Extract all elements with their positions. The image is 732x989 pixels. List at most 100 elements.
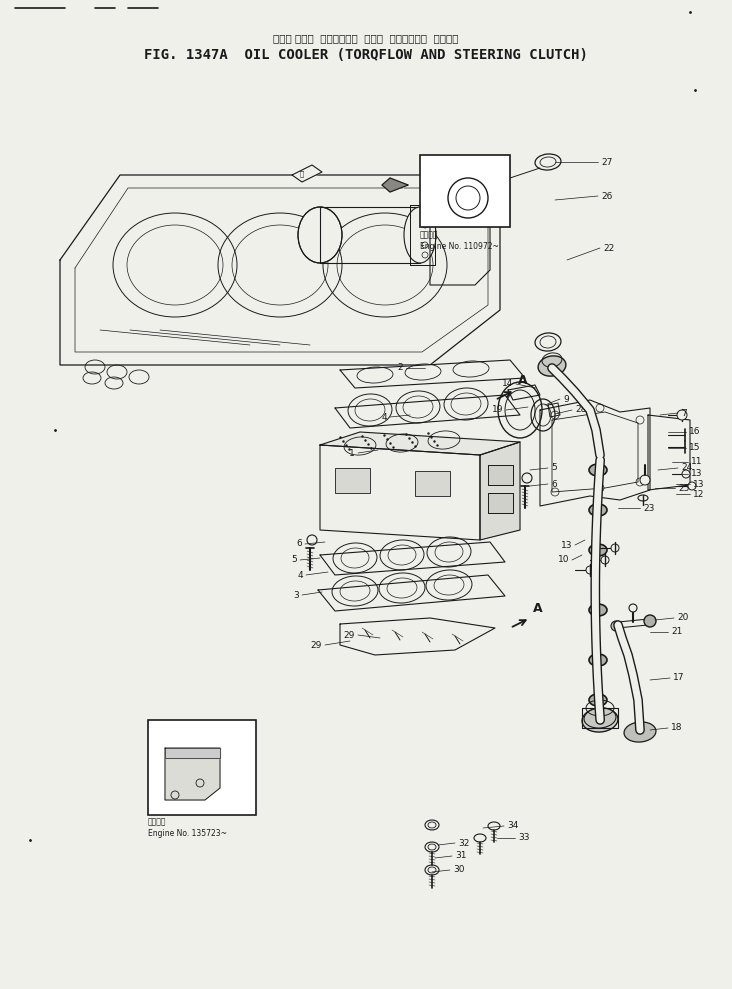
Bar — [488, 493, 513, 513]
Text: 30: 30 — [453, 865, 465, 874]
Polygon shape — [292, 165, 322, 182]
Polygon shape — [340, 360, 525, 388]
Text: 1: 1 — [349, 448, 355, 458]
Ellipse shape — [582, 708, 618, 732]
Text: 27: 27 — [428, 163, 441, 173]
Text: 34: 34 — [507, 822, 518, 831]
Text: 24: 24 — [681, 464, 692, 473]
Polygon shape — [508, 385, 540, 400]
Text: 2: 2 — [397, 364, 403, 373]
Text: 27: 27 — [601, 157, 613, 166]
Text: 13: 13 — [693, 480, 704, 489]
Circle shape — [586, 566, 594, 574]
Ellipse shape — [624, 722, 656, 742]
Text: 5: 5 — [291, 556, 297, 565]
Text: 22: 22 — [603, 243, 614, 252]
Polygon shape — [382, 178, 408, 192]
Text: 26: 26 — [601, 192, 613, 201]
Text: 23: 23 — [643, 503, 654, 512]
Polygon shape — [410, 205, 435, 265]
Text: 29: 29 — [158, 727, 171, 737]
Text: 6: 6 — [296, 540, 302, 549]
Ellipse shape — [488, 822, 500, 830]
Polygon shape — [430, 200, 490, 285]
Polygon shape — [320, 542, 505, 575]
Circle shape — [601, 556, 609, 564]
Ellipse shape — [638, 495, 648, 501]
Text: 5: 5 — [551, 464, 557, 473]
Polygon shape — [320, 445, 480, 540]
Polygon shape — [165, 748, 220, 758]
Text: 29: 29 — [343, 631, 355, 640]
Polygon shape — [480, 442, 520, 540]
Circle shape — [629, 604, 637, 612]
Polygon shape — [582, 708, 618, 728]
Text: 16: 16 — [689, 427, 701, 436]
Text: 14: 14 — [501, 380, 513, 389]
Ellipse shape — [589, 654, 607, 666]
Text: 11: 11 — [691, 458, 703, 467]
Ellipse shape — [538, 356, 566, 376]
Text: A: A — [533, 602, 542, 615]
Text: 適用年式: 適用年式 — [148, 818, 166, 827]
Ellipse shape — [474, 834, 486, 842]
Bar — [420, 155, 510, 227]
Ellipse shape — [589, 464, 607, 476]
Ellipse shape — [404, 207, 436, 263]
Circle shape — [640, 475, 650, 485]
Text: 15: 15 — [689, 443, 701, 453]
Text: FIG. 1347A  OIL COOLER (TORQFLOW AND STEERING CLUTCH): FIG. 1347A OIL COOLER (TORQFLOW AND STEE… — [144, 48, 588, 62]
Polygon shape — [648, 415, 690, 490]
Text: 13: 13 — [691, 470, 703, 479]
Bar — [148, 720, 256, 815]
Polygon shape — [548, 403, 560, 417]
Polygon shape — [60, 175, 500, 365]
Text: 12: 12 — [693, 490, 704, 498]
Polygon shape — [540, 400, 650, 506]
Text: 33: 33 — [518, 834, 529, 843]
Text: 32: 32 — [458, 839, 469, 848]
Circle shape — [682, 470, 690, 478]
Ellipse shape — [298, 207, 342, 263]
Polygon shape — [165, 748, 220, 800]
Ellipse shape — [589, 694, 607, 706]
Text: 28: 28 — [575, 405, 586, 414]
Ellipse shape — [589, 604, 607, 616]
Ellipse shape — [589, 504, 607, 516]
Text: 19: 19 — [491, 405, 503, 414]
Text: 9: 9 — [563, 395, 569, 404]
Ellipse shape — [589, 544, 607, 556]
Text: 31: 31 — [455, 852, 466, 860]
Text: 29: 29 — [310, 641, 322, 650]
Bar — [335, 468, 370, 493]
Text: 18: 18 — [671, 724, 682, 733]
Text: Engine No. 110972~: Engine No. 110972~ — [420, 241, 499, 250]
Circle shape — [611, 544, 619, 552]
Text: 21: 21 — [671, 627, 682, 637]
Text: Engine No. 135723~: Engine No. 135723~ — [148, 829, 227, 838]
Text: 7: 7 — [681, 408, 687, 417]
Text: 4: 4 — [297, 571, 303, 580]
Circle shape — [611, 621, 621, 631]
Text: 20: 20 — [677, 613, 688, 622]
Text: 適用年式: 適用年式 — [420, 230, 438, 239]
Text: オイル クーラ  トルクフロー  および  ステアリング  クラッチ: オイル クーラ トルクフロー および ステアリング クラッチ — [273, 33, 459, 43]
Polygon shape — [320, 432, 520, 455]
Circle shape — [522, 473, 532, 483]
Polygon shape — [335, 395, 520, 428]
Text: 4: 4 — [381, 412, 387, 421]
Circle shape — [688, 482, 696, 490]
Bar — [488, 465, 513, 485]
Ellipse shape — [584, 708, 616, 728]
Polygon shape — [318, 575, 505, 611]
Text: 17: 17 — [673, 674, 684, 682]
Text: 13: 13 — [561, 541, 572, 550]
Circle shape — [644, 615, 656, 627]
Bar — [488, 493, 513, 513]
Bar — [415, 471, 450, 496]
Text: 3: 3 — [294, 590, 299, 599]
Text: A: A — [518, 374, 528, 387]
Polygon shape — [340, 618, 495, 655]
Circle shape — [307, 535, 317, 545]
Text: 25: 25 — [678, 484, 690, 493]
